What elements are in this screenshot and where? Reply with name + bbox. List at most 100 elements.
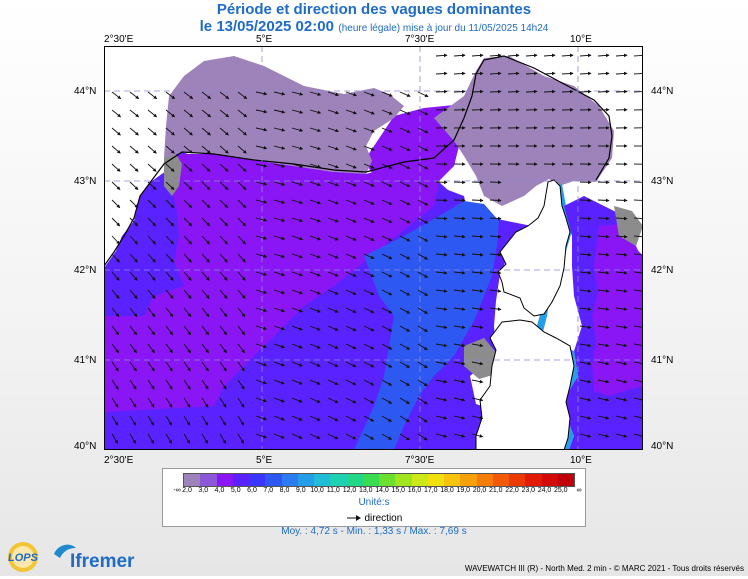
- lat-tick-left: 40°N: [74, 441, 96, 452]
- lon-tick-top: 5°E: [256, 34, 272, 45]
- direction-arrow: [634, 92, 643, 93]
- colorbar-swatch: [558, 474, 574, 486]
- colorbar-tick-label: 4,0: [215, 487, 225, 494]
- colorbar-tick-label: 17,0: [424, 487, 438, 494]
- direction-arrow: [634, 200, 643, 201]
- colorbar-pos-inf: ∞: [577, 487, 582, 494]
- lat-tick-right: 40°N: [651, 441, 673, 452]
- colorbar-swatch: [298, 474, 314, 486]
- colorbar-swatch: [395, 474, 411, 486]
- lops-logo-icon: LOPS: [3, 540, 47, 574]
- lat-tick-right: 41°N: [651, 355, 673, 366]
- colorbar-tick-label: 10,0: [310, 487, 324, 494]
- map-canvas: [104, 46, 643, 450]
- direction-arrow: [580, 92, 591, 93]
- colorbar-swatch: [184, 474, 200, 486]
- lat-tick-right: 44°N: [651, 86, 673, 97]
- ifremer-logo-text: Ifremer: [70, 551, 134, 573]
- direction-arrow: [454, 200, 465, 201]
- forecast-date: le 13/05/2025 02:00: [200, 18, 334, 35]
- direction-arrow: [490, 200, 501, 201]
- colorbar-swatch: [444, 474, 460, 486]
- direction-arrow: [616, 200, 627, 201]
- direction-arrow: [598, 200, 609, 201]
- colorbar-tick-label: 20,0: [473, 487, 487, 494]
- unit-label: Unité:s: [163, 497, 585, 508]
- page-title: Période et direction des vagues dominant…: [0, 1, 748, 18]
- colorbar-swatch: [477, 474, 493, 486]
- colorbar-swatch: [249, 474, 265, 486]
- lat-tick-right: 43°N: [651, 176, 673, 187]
- colorbar-swatch: [428, 474, 444, 486]
- sea-zone-violet-tyrrhenian: [592, 224, 643, 396]
- arrow-icon: [346, 514, 362, 522]
- lon-tick-bottom: 5°E: [256, 455, 272, 466]
- direction-arrow: [598, 92, 609, 93]
- direction-arrow: [544, 92, 555, 93]
- lat-tick-left: 44°N: [74, 86, 96, 97]
- update-info: (heure légale) mise à jour du 11/05/2025…: [338, 23, 548, 34]
- statistics: Moy. : 4,72 s - Min. : 1,33 s / Max. : 7…: [0, 526, 748, 537]
- lon-tick-bottom: 2°30'E: [104, 455, 133, 466]
- direction-arrow: [472, 92, 483, 93]
- colorbar-tick-label: 25,0: [554, 487, 568, 494]
- lon-tick-top: 10°E: [570, 34, 592, 45]
- direction-arrow: [562, 92, 573, 93]
- lon-tick-top: 2°30'E: [104, 34, 133, 45]
- colorbar-tick-label: 19,0: [456, 487, 470, 494]
- lat-tick-left: 41°N: [74, 355, 96, 366]
- sardinia-island: [476, 320, 574, 450]
- colorbar-neg-inf: -∞: [173, 487, 180, 494]
- footer-credits: WAVEWATCH III (R) - North Med. 2 min - ©…: [465, 564, 744, 573]
- colorbar-tick-label: 7,0: [263, 487, 273, 494]
- direction-arrow: [436, 92, 447, 93]
- colorbar-tick-label: 24,0: [538, 487, 552, 494]
- colorbar-tick-label: 23,0: [521, 487, 535, 494]
- colorbar-tick-label: 5,0: [231, 487, 241, 494]
- colorbar-swatch: [525, 474, 541, 486]
- colorbar-tick-label: 16,0: [408, 487, 422, 494]
- wave-period-map[interactable]: [104, 46, 643, 450]
- colorbar-swatch: [330, 474, 346, 486]
- colorbar-tick-label: 9,0: [296, 487, 306, 494]
- colorbar-tick-label: 13,0: [359, 487, 373, 494]
- colorbar-swatch: [265, 474, 281, 486]
- colorbar-tick-label: 3,0: [198, 487, 208, 494]
- lat-tick-left: 42°N: [74, 265, 96, 276]
- colorbar-tick-label: 8,0: [280, 487, 290, 494]
- lon-tick-bottom: 7°30'E: [405, 455, 434, 466]
- colorbar-swatch: [379, 474, 395, 486]
- direction-arrow: [580, 200, 591, 201]
- lat-tick-left: 43°N: [74, 176, 96, 187]
- direction-arrow: [508, 92, 519, 93]
- colorbar-swatch: [233, 474, 249, 486]
- colorbar-tick-label: 22,0: [505, 487, 519, 494]
- colorbar-tick-label: 15,0: [391, 487, 405, 494]
- colorbar-swatch: [460, 474, 476, 486]
- lops-logo: LOPS: [3, 540, 47, 579]
- colorbar-swatch: [200, 474, 216, 486]
- colorbar-swatch: [217, 474, 233, 486]
- colorbar-tick-label: 12,0: [343, 487, 357, 494]
- colorbar: [183, 473, 575, 487]
- direction-arrow: [490, 92, 501, 93]
- colorbar-tick-label: 6,0: [247, 487, 257, 494]
- direction-arrow: [472, 200, 483, 201]
- colorbar-tick-label: 18,0: [440, 487, 454, 494]
- colorbar-tick-label: 14,0: [375, 487, 389, 494]
- colorbar-swatch: [412, 474, 428, 486]
- direction-arrow: [526, 92, 537, 93]
- legend-direction: direction: [163, 513, 585, 524]
- lat-tick-right: 42°N: [651, 265, 673, 276]
- legend-direction-label: direction: [364, 513, 402, 524]
- colorbar-tick-label: 21,0: [489, 487, 503, 494]
- direction-arrow: [454, 92, 465, 93]
- lon-tick-bottom: 10°E: [570, 455, 592, 466]
- colorbar-swatch: [314, 474, 330, 486]
- colorbar-tick-label: 2,0: [182, 487, 192, 494]
- colorbar-swatch: [363, 474, 379, 486]
- colorbar-swatch: [542, 474, 558, 486]
- colorbar-swatch: [509, 474, 525, 486]
- lon-tick-top: 7°30'E: [405, 34, 434, 45]
